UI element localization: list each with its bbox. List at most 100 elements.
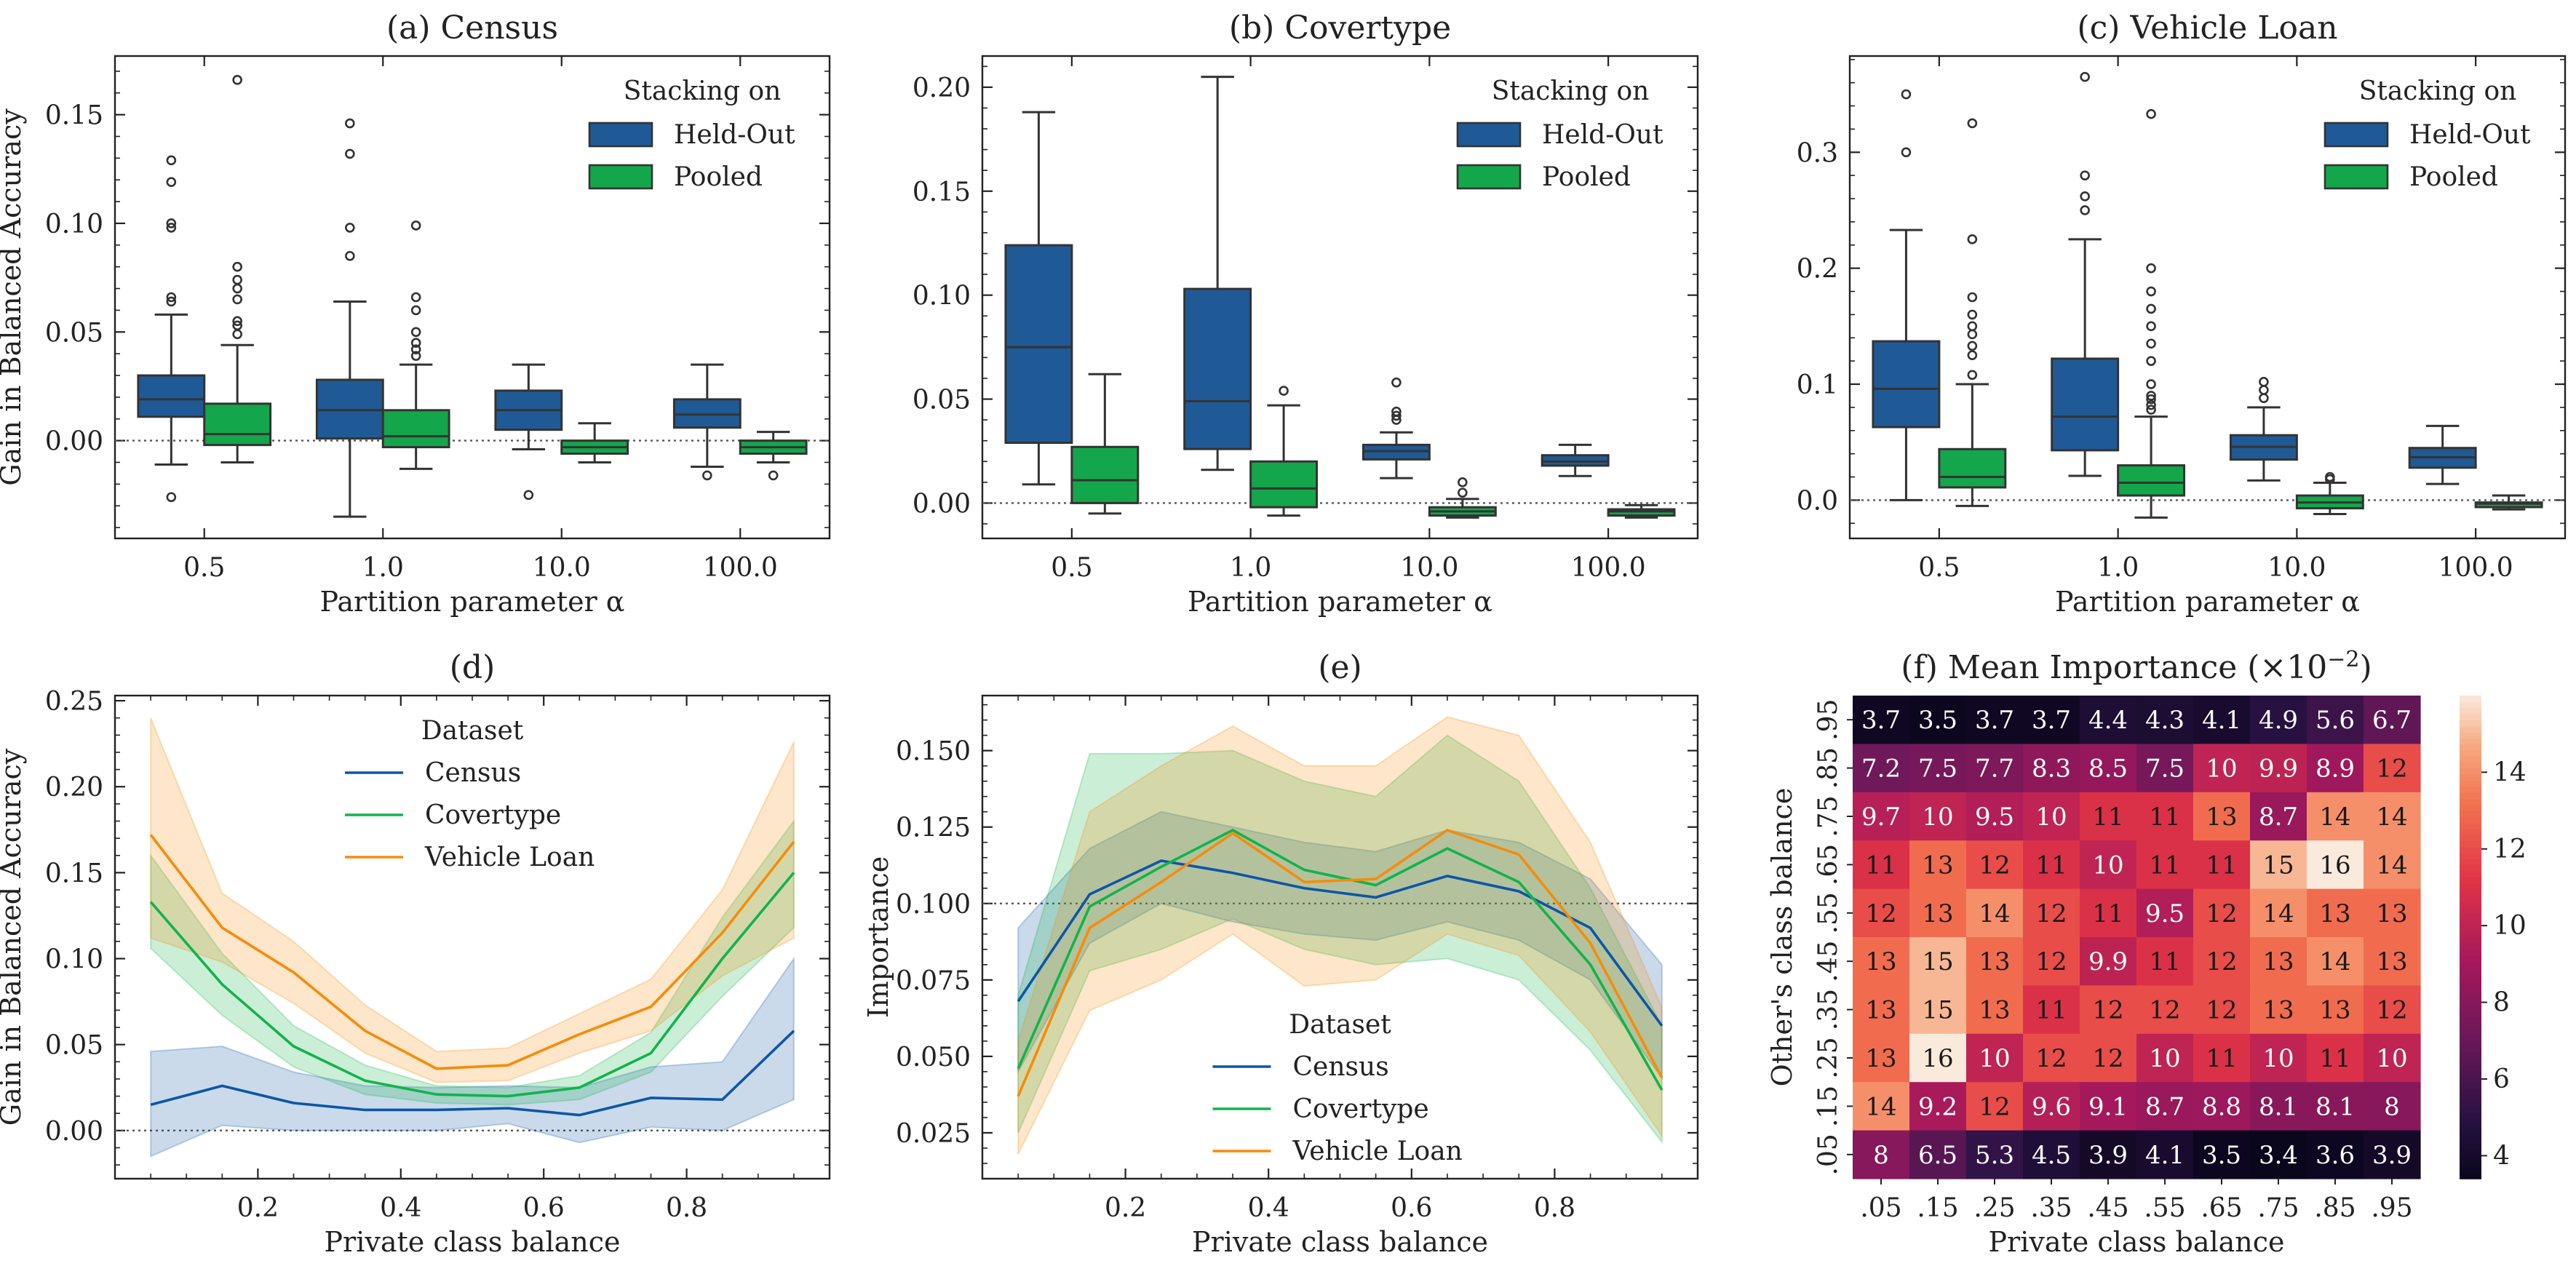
cell-value-label: 4.5	[2032, 1141, 2071, 1170]
outlier-point	[1901, 147, 1912, 158]
colorbar-segment	[2460, 1075, 2481, 1083]
box-held-out-0	[1004, 111, 1073, 486]
colorbar-segment	[2460, 901, 2481, 908]
legend-label: Covertype	[425, 800, 561, 830]
outlier-point	[1901, 89, 1912, 100]
colorbar-segment	[2460, 1088, 2481, 1095]
colorbar-segment	[2460, 744, 2481, 751]
box-pooled-2	[560, 422, 629, 463]
colorbar-segment	[2460, 773, 2481, 781]
ytick-label: 0.075	[896, 966, 971, 996]
ytick-label: .45	[1813, 941, 1843, 982]
outlier-point	[1391, 377, 1402, 388]
ytick-label: 0.1	[1797, 370, 1838, 400]
cell-value-label: 12	[2376, 996, 2407, 1025]
cell-value-label: 10	[2035, 803, 2067, 832]
confidence-band-census	[1017, 811, 1663, 1080]
legend-swatch	[588, 164, 653, 190]
outlier-point	[410, 220, 421, 231]
xtick-label: 1.0	[362, 553, 404, 583]
legend: Stacking on Held-Out Pooled	[1456, 76, 1663, 192]
cell-value-label: 14	[1865, 1092, 1896, 1121]
heatmap-cell	[2193, 1082, 2251, 1131]
legend-title: Dataset	[1289, 1010, 1391, 1040]
xtick-label: 10.0	[1400, 553, 1458, 583]
cell-value-label: 7.5	[2145, 755, 2185, 784]
outlier-point	[1967, 118, 1978, 129]
heatmap-cell	[2193, 985, 2251, 1035]
box-iqr	[2051, 357, 2120, 452]
box-iqr	[1938, 447, 2007, 489]
xtick-label: 1.0	[2097, 553, 2139, 583]
outlier-point	[768, 470, 779, 481]
heatmap-cell	[2023, 744, 2080, 793]
xtick-label: .55	[2144, 1193, 2185, 1223]
heatmap-cell	[1909, 696, 1967, 744]
colorbar-segment	[2460, 1130, 2481, 1137]
cell-value-label: 11	[2149, 851, 2180, 880]
cell-value-label: 8.7	[2145, 1092, 2185, 1121]
box-iqr	[1183, 287, 1252, 450]
colorbar-segment	[2460, 1106, 2481, 1113]
xtick-label: 0.8	[1534, 1193, 1575, 1223]
heatmap-cell	[2250, 1033, 2307, 1083]
x-axis-label: Private class balance	[324, 1226, 620, 1258]
heatmap-cell	[2364, 937, 2421, 986]
heatmap-cell	[2023, 1033, 2080, 1083]
colorbar-segment	[2460, 967, 2481, 974]
cell-value-label: 3.4	[2259, 1141, 2298, 1170]
cell-value-label: 10	[2262, 1044, 2294, 1073]
ytick-label: 0.25	[45, 687, 103, 717]
heatmap-cell	[2136, 744, 2194, 793]
cell-value-label: 7.7	[1975, 755, 2014, 784]
cell-value-label: 3.7	[1975, 706, 2014, 735]
heatmap-cell	[2364, 744, 2421, 793]
cell-value-label: 8.1	[2259, 1092, 2298, 1121]
heatmap-cell	[1966, 985, 2024, 1035]
heatmap-cell	[2250, 840, 2307, 890]
colorbar-segment	[2460, 925, 2481, 932]
cell-value-label: 5.6	[2315, 706, 2355, 735]
chart-title: (c) Vehicle Loan	[2077, 9, 2337, 47]
legend: Stacking on Held-Out Pooled	[2323, 76, 2531, 192]
cell-value-label: 14	[1979, 899, 2010, 928]
xtick-label: 0.5	[1918, 553, 1960, 583]
outlier-point	[1279, 386, 1289, 396]
colorbar-segment	[2460, 1118, 2481, 1126]
outlier-point	[2146, 399, 2156, 410]
chart-title-exponent: −2	[2327, 647, 2359, 672]
x-axis-label: Private class balance	[1192, 1226, 1488, 1258]
legend: Stacking on Held-Out Pooled	[588, 76, 795, 192]
heatmap-cell	[2193, 792, 2251, 841]
ytick-label: 0.150	[896, 737, 971, 767]
heatmap-cell	[2023, 1130, 2080, 1179]
cell-value-label: 13	[1922, 851, 1953, 880]
heatmap-cell	[1966, 1082, 2024, 1131]
box-pooled-0	[1938, 118, 2007, 507]
heatmap-cell	[2307, 1033, 2364, 1083]
legend-label: Held-Out	[1542, 120, 1663, 150]
box-iqr	[2117, 464, 2186, 497]
colorbar-segment	[2460, 877, 2481, 884]
cell-value-label: 16	[2319, 851, 2350, 880]
cell-value-label: 13	[1979, 947, 2010, 976]
box-pooled-0	[1070, 373, 1140, 515]
heatmap-cell	[1909, 792, 1967, 841]
xtick-label: .65	[2201, 1193, 2242, 1223]
outlier-point	[702, 470, 712, 481]
cell-value-label: 3.6	[2315, 1141, 2355, 1170]
cell-value-label: 13	[1865, 947, 1896, 976]
colorbar-segment	[2460, 1015, 2481, 1022]
y-axis-label: Gain in Balanced Accuracy	[0, 748, 27, 1126]
colorbar-segment	[2460, 696, 2481, 703]
colorbar-segment	[2460, 846, 2481, 853]
outlier-point	[1967, 329, 1978, 340]
xtick-label: 0.6	[523, 1193, 565, 1223]
box-held-out-1	[1183, 76, 1252, 471]
heatmap-cell	[2307, 985, 2364, 1035]
colorbar-segment	[2460, 1064, 2481, 1071]
cell-value-label: 10	[1979, 1044, 2010, 1073]
xtick-label: 0.2	[1105, 1193, 1146, 1223]
colorbar-segment	[2460, 798, 2481, 805]
outlier-point	[232, 274, 242, 285]
